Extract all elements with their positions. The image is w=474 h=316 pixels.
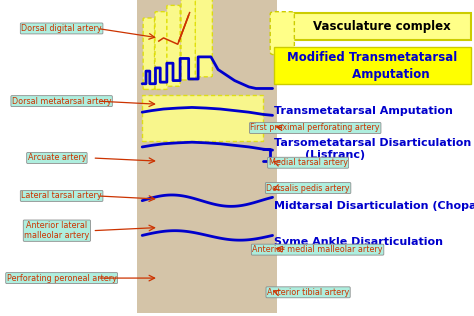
FancyBboxPatch shape — [137, 0, 277, 313]
FancyBboxPatch shape — [143, 18, 155, 89]
Text: Dorsalis pedis artery: Dorsalis pedis artery — [266, 184, 350, 192]
FancyBboxPatch shape — [195, 0, 212, 77]
FancyBboxPatch shape — [274, 47, 471, 84]
Text: Modified Transmetatarsal
         Amputation: Modified Transmetatarsal Amputation — [287, 51, 457, 81]
FancyBboxPatch shape — [181, 0, 196, 80]
Text: Transmetatarsal Amputation: Transmetatarsal Amputation — [274, 106, 453, 116]
FancyBboxPatch shape — [270, 12, 294, 55]
FancyBboxPatch shape — [155, 12, 167, 89]
Text: Dorsal metatarsal artery: Dorsal metatarsal artery — [12, 97, 111, 106]
Text: Anterior tibial artery: Anterior tibial artery — [267, 288, 349, 297]
Text: Dorsal digital artery: Dorsal digital artery — [21, 24, 102, 33]
Text: Anterior lateral
malleolar artery: Anterior lateral malleolar artery — [24, 221, 90, 240]
Text: Lateral tarsal artery: Lateral tarsal artery — [21, 191, 102, 200]
FancyBboxPatch shape — [167, 5, 180, 86]
Text: Anterior medial malleolar artery: Anterior medial malleolar artery — [252, 245, 383, 254]
FancyBboxPatch shape — [142, 95, 263, 141]
Text: (Lisfranc): (Lisfranc) — [274, 150, 365, 161]
Text: Midtarsal Disarticulation (Chopart): Midtarsal Disarticulation (Chopart) — [274, 201, 474, 211]
Text: Arcuate artery: Arcuate artery — [27, 154, 86, 162]
Text: Medial tarsal artery: Medial tarsal artery — [269, 158, 347, 167]
Text: Syme Ankle Disarticulation: Syme Ankle Disarticulation — [274, 237, 443, 247]
Text: Perforating peroneal artery: Perforating peroneal artery — [7, 274, 117, 283]
FancyBboxPatch shape — [293, 13, 471, 40]
Text: Vasculature complex: Vasculature complex — [313, 20, 451, 33]
Text: First proximal perforating artery: First proximal perforating artery — [250, 124, 380, 132]
Text: Tarsometatarsal Disarticulation: Tarsometatarsal Disarticulation — [274, 138, 471, 148]
